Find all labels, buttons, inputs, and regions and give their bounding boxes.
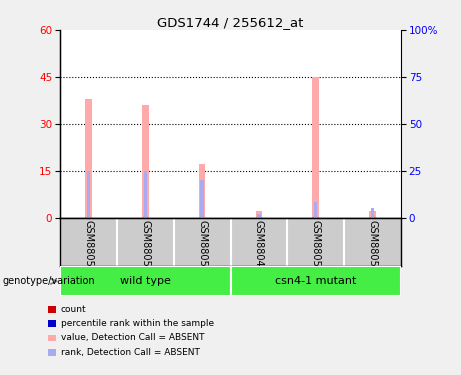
Bar [199, 164, 206, 218]
Text: rank, Detection Call = ABSENT: rank, Detection Call = ABSENT [61, 348, 200, 357]
Text: GSM88056: GSM88056 [140, 220, 150, 273]
Text: genotype/variation: genotype/variation [2, 276, 95, 286]
Text: GSM88049: GSM88049 [254, 220, 264, 273]
Bar [201, 180, 204, 218]
Text: GSM88050: GSM88050 [311, 220, 321, 273]
Text: GSM88055: GSM88055 [83, 220, 94, 273]
Title: GDS1744 / 255612_at: GDS1744 / 255612_at [157, 16, 304, 29]
Text: GSM88051: GSM88051 [367, 220, 378, 273]
Bar [60, 266, 230, 296]
Bar [143, 171, 147, 217]
Text: wild type: wild type [120, 276, 171, 286]
Text: GSM88057: GSM88057 [197, 220, 207, 273]
Text: percentile rank within the sample: percentile rank within the sample [61, 319, 214, 328]
Bar [255, 211, 262, 217]
Text: count: count [61, 305, 87, 314]
Bar [314, 202, 318, 217]
Text: csn4-1 mutant: csn4-1 mutant [275, 276, 356, 286]
Bar [230, 266, 401, 296]
Bar [369, 211, 376, 217]
Bar [142, 105, 148, 218]
Bar [87, 171, 90, 217]
Bar [313, 77, 319, 218]
Bar [85, 99, 92, 218]
Text: value, Detection Call = ABSENT: value, Detection Call = ABSENT [61, 333, 204, 342]
Bar [257, 214, 260, 217]
Bar [371, 208, 374, 218]
